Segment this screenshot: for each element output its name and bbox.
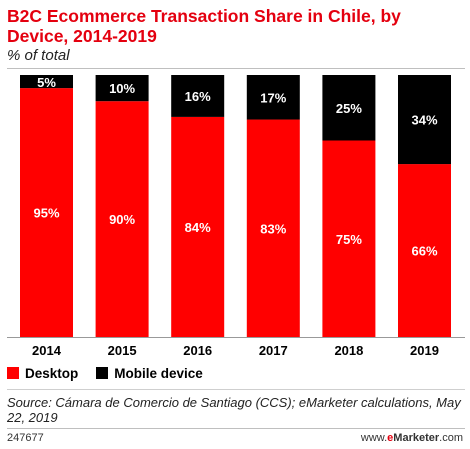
x-tick-label-2017: 2017 xyxy=(259,343,288,358)
data-label-desktop-2017: 83% xyxy=(260,221,286,236)
brand-prefix: www. xyxy=(360,432,388,444)
brand-suffix: .com xyxy=(439,432,463,444)
bar-mobile-2014 xyxy=(20,75,73,89)
brand-main: Marketer xyxy=(393,432,440,444)
x-tick-label-2016: 2016 xyxy=(183,343,212,358)
data-label-mobile-2017: 17% xyxy=(260,90,286,105)
legend-swatch-desktop xyxy=(7,367,19,379)
bar-mobile-2017 xyxy=(246,75,300,120)
bar-mobile-2018 xyxy=(322,75,376,141)
bar-desktop-2016 xyxy=(171,116,225,337)
data-label-mobile-2019: 34% xyxy=(411,113,437,128)
x-tick-label-2014: 2014 xyxy=(32,343,62,358)
data-label-mobile-2016: 16% xyxy=(185,89,211,104)
chart-title: B2C Ecommerce Transaction Share in Chile… xyxy=(7,6,401,46)
bar-desktop-2017 xyxy=(246,119,300,337)
brand-e: e xyxy=(387,432,394,444)
data-label-mobile-2015: 10% xyxy=(109,81,135,96)
chart-legend: Desktop Mobile device xyxy=(7,364,221,382)
chart-subtitle: % of total xyxy=(7,47,70,64)
stacked-bar-chart: 95% 5% 2014 90% 10% 2015 84% 16% 2016 83% 17% 2017 7… xyxy=(7,75,465,358)
data-label-mobile-2018: 25% xyxy=(336,101,362,116)
source-note: Source: Cámara de Comercio de Santiago (… xyxy=(7,395,461,425)
bar-mobile-2015 xyxy=(95,75,149,102)
bar-desktop-2018 xyxy=(322,140,376,337)
data-label-desktop-2016: 84% xyxy=(185,220,211,235)
legend-label-mobile: Mobile device xyxy=(114,365,203,381)
source-divider xyxy=(7,389,465,390)
x-tick-label-2018: 2018 xyxy=(334,343,363,358)
legend-item-mobile: Mobile device xyxy=(96,366,203,381)
data-label-desktop-2014: 95% xyxy=(33,206,59,221)
x-tick-label-2019: 2019 xyxy=(410,343,439,358)
data-label-desktop-2019: 66% xyxy=(411,244,437,259)
bar-mobile-2019 xyxy=(398,75,451,165)
legend-item-desktop: Desktop xyxy=(7,366,78,381)
legend-swatch-mobile xyxy=(96,367,109,379)
top-divider xyxy=(7,68,465,69)
brand-link[interactable]: www.eMarketer.com xyxy=(361,432,463,444)
bar-desktop-2015 xyxy=(95,101,149,337)
footer-divider xyxy=(7,428,465,429)
bar-mobile-2016 xyxy=(171,75,225,117)
bar-desktop-2014 xyxy=(20,88,73,337)
legend-label-desktop: Desktop xyxy=(25,365,79,381)
data-label-desktop-2015: 90% xyxy=(109,212,135,227)
data-label-desktop-2018: 75% xyxy=(336,232,362,247)
bar-desktop-2019 xyxy=(398,164,451,337)
chart-id: 247677 xyxy=(7,432,44,444)
x-tick-label-2015: 2015 xyxy=(108,343,137,358)
data-label-mobile-2014: 5% xyxy=(37,75,56,90)
